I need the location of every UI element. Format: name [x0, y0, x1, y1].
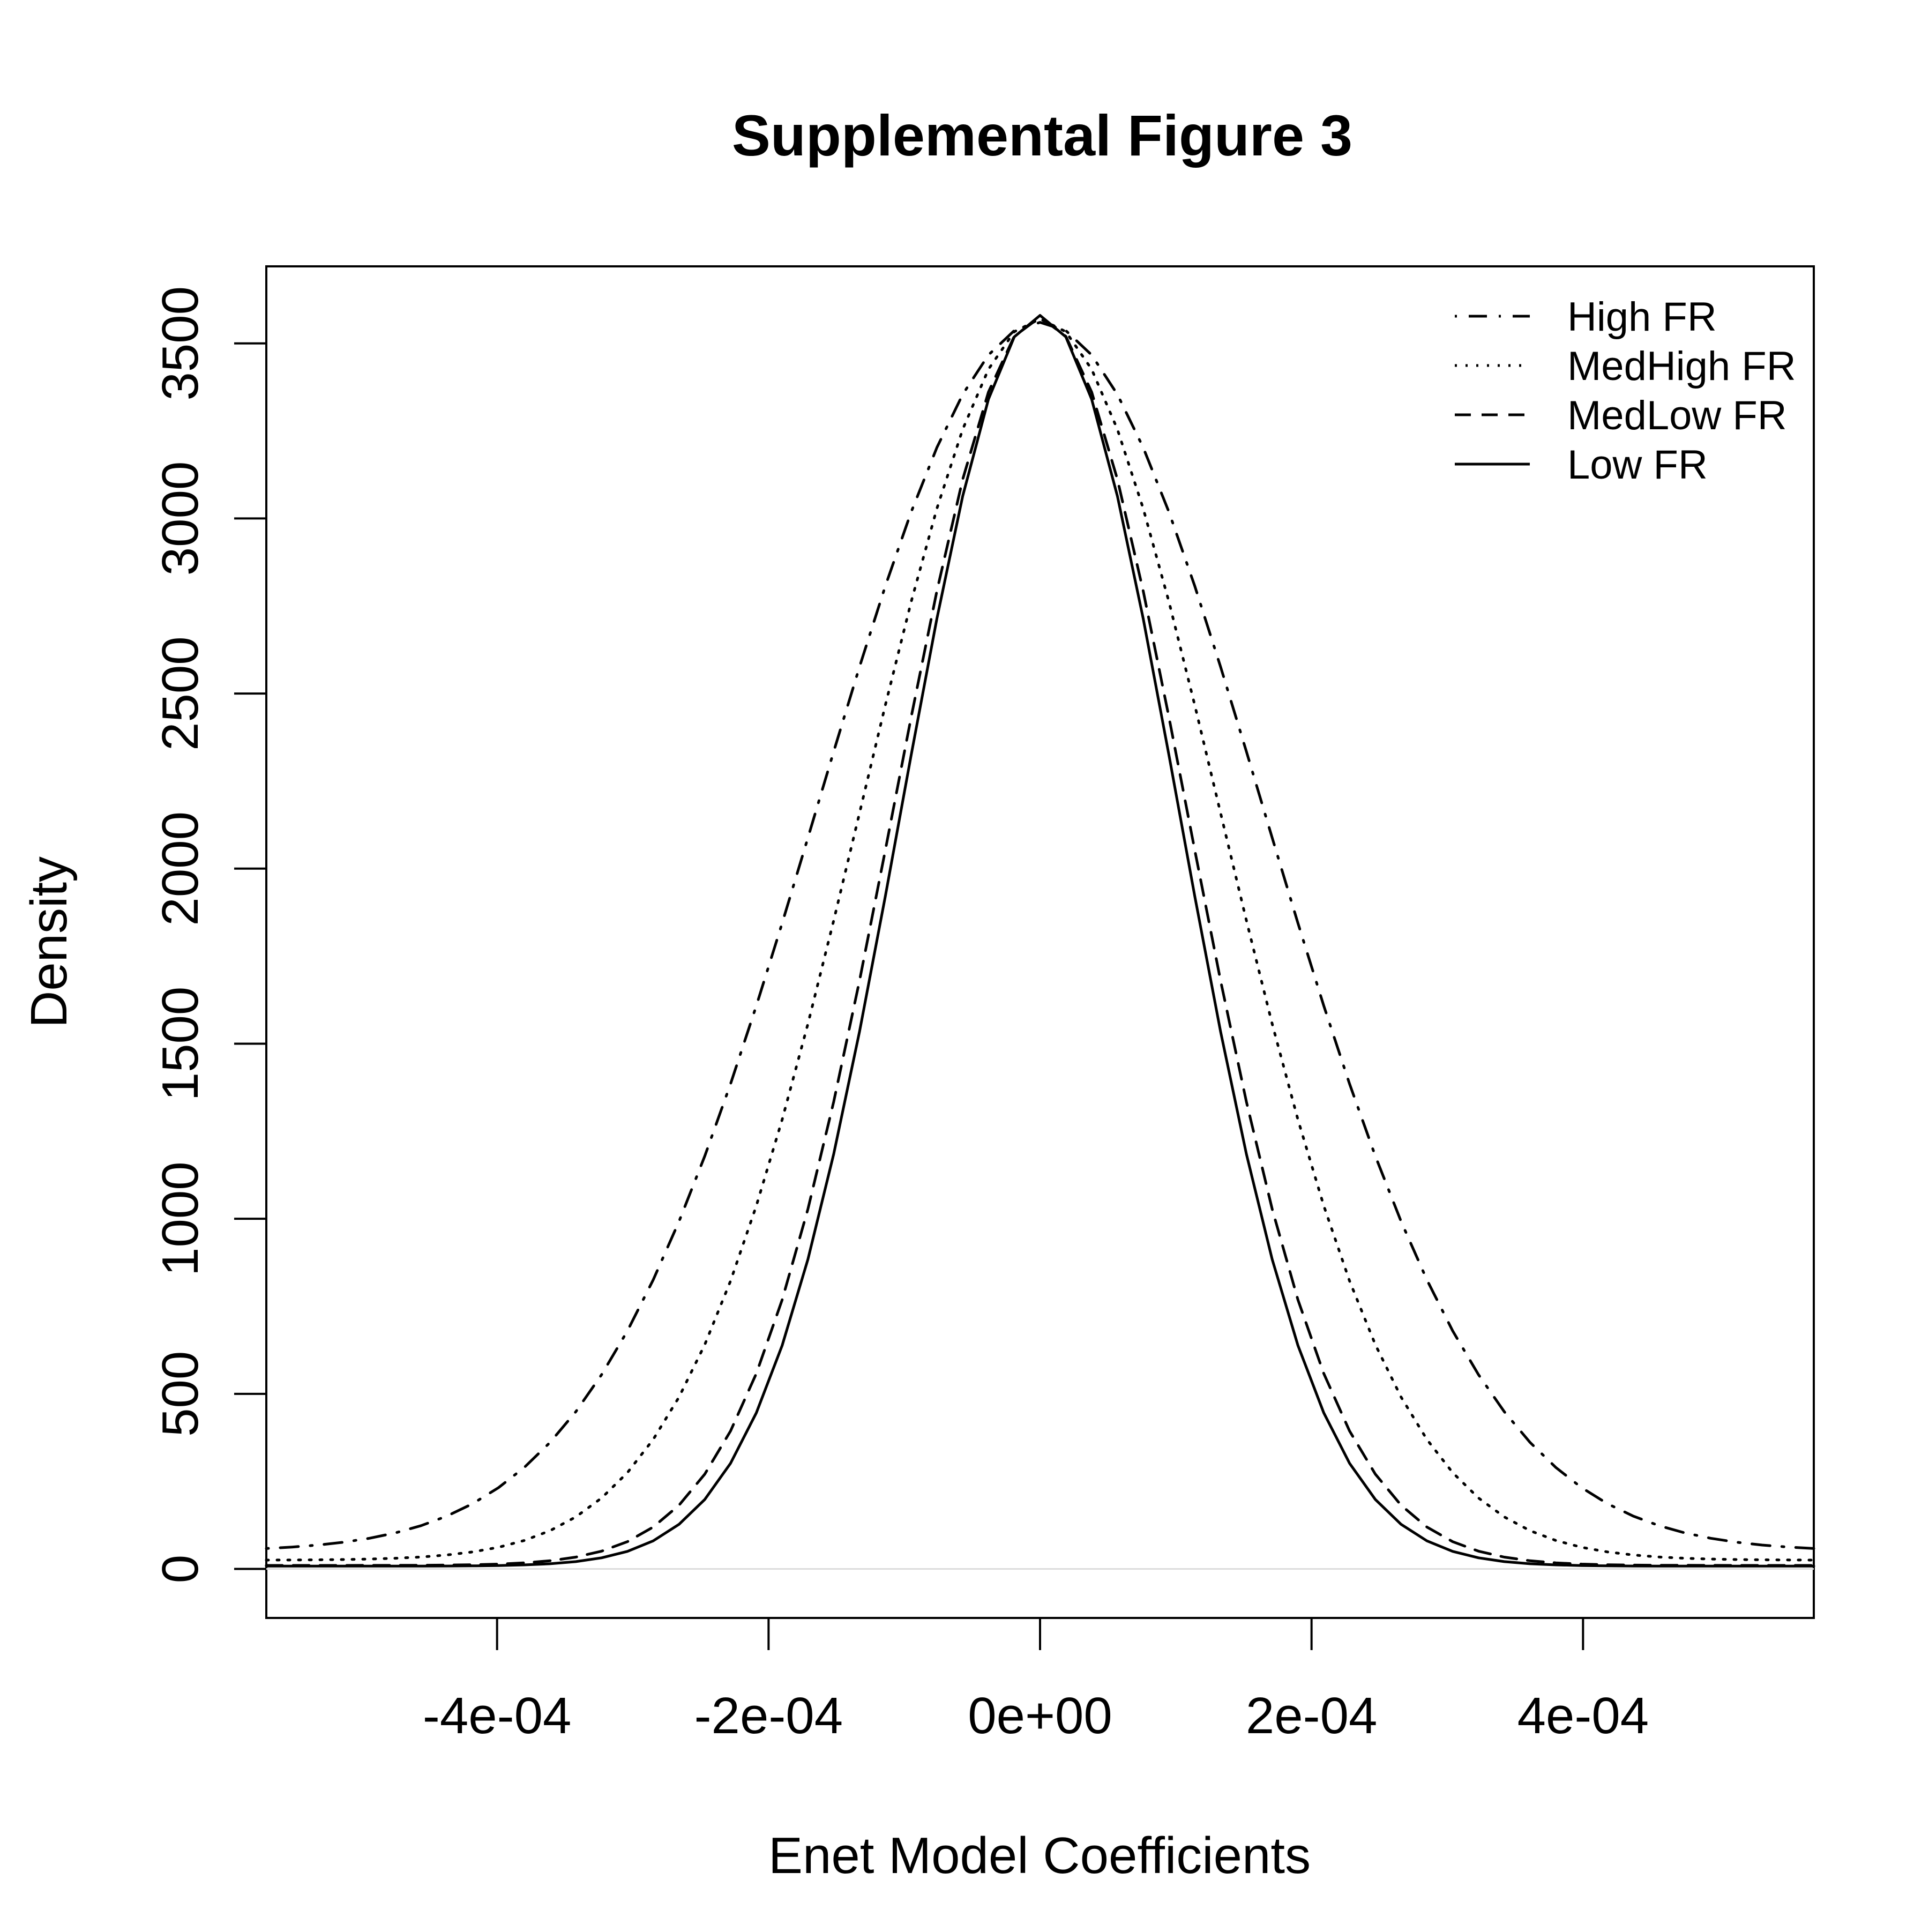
legend-label: MedHigh FR [1567, 344, 1796, 389]
y-tick-label: 500 [152, 1351, 209, 1437]
legend-label: Low FR [1567, 442, 1708, 488]
series-line-high-fr [265, 321, 1815, 1550]
x-tick-label: 4e-04 [1517, 1687, 1649, 1744]
x-tick-label: -4e-04 [423, 1687, 572, 1744]
x-tick-label: -2e-04 [694, 1687, 843, 1744]
x-axis: -4e-04 -2e-04 0e+00 2e-04 4e-04 [423, 1618, 1649, 1744]
legend-label: High FR [1567, 294, 1717, 340]
x-axis-label: Enet Model Coefficients [768, 1827, 1311, 1884]
y-tick-label: 3500 [152, 286, 209, 401]
series-line-medhigh-fr [265, 317, 1815, 1562]
chart-title: Supplemental Figure 3 [732, 103, 1352, 168]
y-axis: 0 500 1000 1500 2000 2500 3000 3500 [152, 286, 266, 1583]
series-line-medlow-fr [265, 316, 1815, 1567]
y-tick-label: 3000 [152, 461, 209, 576]
x-tick-label: 0e+00 [968, 1687, 1112, 1744]
legend-label: MedLow FR [1567, 393, 1787, 438]
x-tick-label: 2e-04 [1246, 1687, 1378, 1744]
y-tick-label: 2000 [152, 811, 209, 926]
y-tick-label: 2500 [152, 636, 209, 751]
y-axis-label: Density [20, 856, 78, 1028]
y-tick-label: 1500 [152, 987, 209, 1101]
series-line-low-fr [265, 314, 1815, 1568]
series-lines [265, 314, 1815, 1568]
y-tick-label: 1000 [152, 1161, 209, 1276]
y-tick-label: 0 [152, 1555, 209, 1583]
